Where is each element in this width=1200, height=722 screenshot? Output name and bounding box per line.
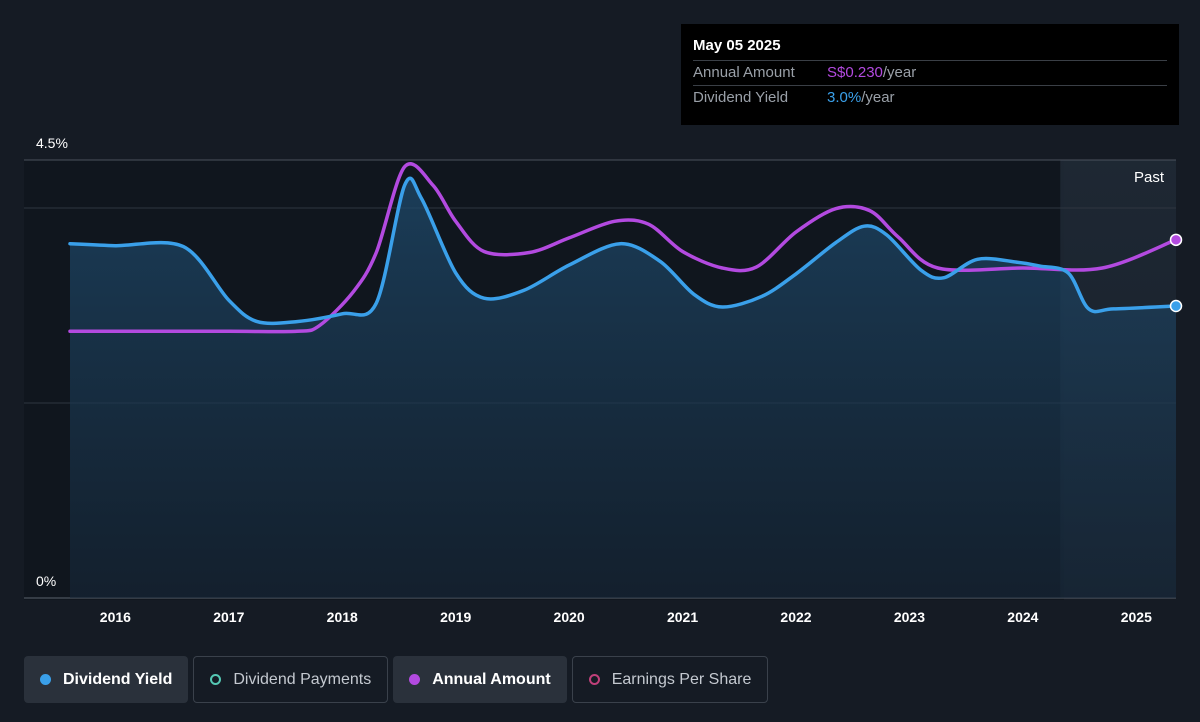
x-tick-label: 2018 — [327, 609, 358, 625]
x-tick-label: 2016 — [100, 609, 131, 625]
legend-label: Dividend Payments — [233, 670, 372, 688]
x-tick-label: 2019 — [440, 609, 471, 625]
tooltip-annual-amount-row: Annual Amount S$0.230 /year — [693, 60, 1167, 85]
tooltip-dividend-yield-value: 3.0% — [827, 89, 862, 106]
annual-amount-line — [68, 162, 1178, 334]
x-tick-label: 2021 — [667, 609, 698, 625]
legend-label: Annual Amount — [432, 670, 551, 688]
ring-dot-icon — [588, 674, 600, 685]
tooltip-dividend-yield-unit: /year — [861, 89, 895, 106]
past-region-label: Past — [1134, 169, 1165, 186]
y-axis-label-top: 4.5% — [36, 135, 68, 151]
legend: Dividend Yield Dividend Payments Annual … — [24, 656, 769, 703]
legend-dividend-payments[interactable]: Dividend Payments — [193, 656, 389, 703]
legend-label: Dividend Yield — [63, 670, 173, 688]
legend-label: Earnings Per Share — [611, 670, 752, 688]
tooltip-date: May 05 2025 — [693, 37, 781, 54]
x-tick-label: 2020 — [554, 609, 585, 625]
filled-dot-icon — [40, 674, 51, 685]
annual-amount-end-point[interactable] — [1169, 233, 1183, 247]
filled-dot-icon — [409, 674, 421, 685]
x-axis-ticks: 2016 2017 2018 2019 2020 2021 2022 2023 2024 2025 — [100, 609, 1152, 625]
x-tick-label: 2024 — [1007, 609, 1038, 625]
x-tick-label: 2022 — [780, 609, 811, 625]
y-axis-label-bottom: 0% — [36, 573, 56, 589]
tooltip-annual-amount-unit: /year — [882, 64, 917, 81]
dividend-chart: 4.5% 0% Past 2016 2017 2018 2019 2020 2021 202… — [24, 135, 1183, 625]
x-tick-label: 2017 — [213, 609, 244, 625]
tooltip: May 05 2025 Annual Amount S$0.230 /year … — [681, 24, 1179, 125]
dividend-yield-area — [70, 178, 1176, 599]
tooltip-dividend-yield-label: Dividend Yield — [693, 89, 789, 106]
ring-dot-icon — [210, 674, 222, 685]
legend-dividend-yield[interactable]: Dividend Yield — [24, 656, 189, 703]
tooltip-annual-amount-label: Annual Amount — [693, 64, 795, 81]
legend-earnings-per-share[interactable]: Earnings Per Share — [571, 656, 769, 703]
tooltip-annual-amount-value: S$0.230 — [827, 64, 883, 81]
dividend-yield-end-point[interactable] — [1169, 299, 1183, 313]
legend-annual-amount[interactable]: Annual Amount — [393, 656, 567, 703]
x-tick-label: 2025 — [1121, 609, 1152, 625]
x-tick-label: 2023 — [894, 609, 925, 625]
dividend-yield-line — [68, 176, 1178, 326]
tooltip-dividend-yield-row: Dividend Yield 3.0% /year — [693, 85, 1167, 110]
